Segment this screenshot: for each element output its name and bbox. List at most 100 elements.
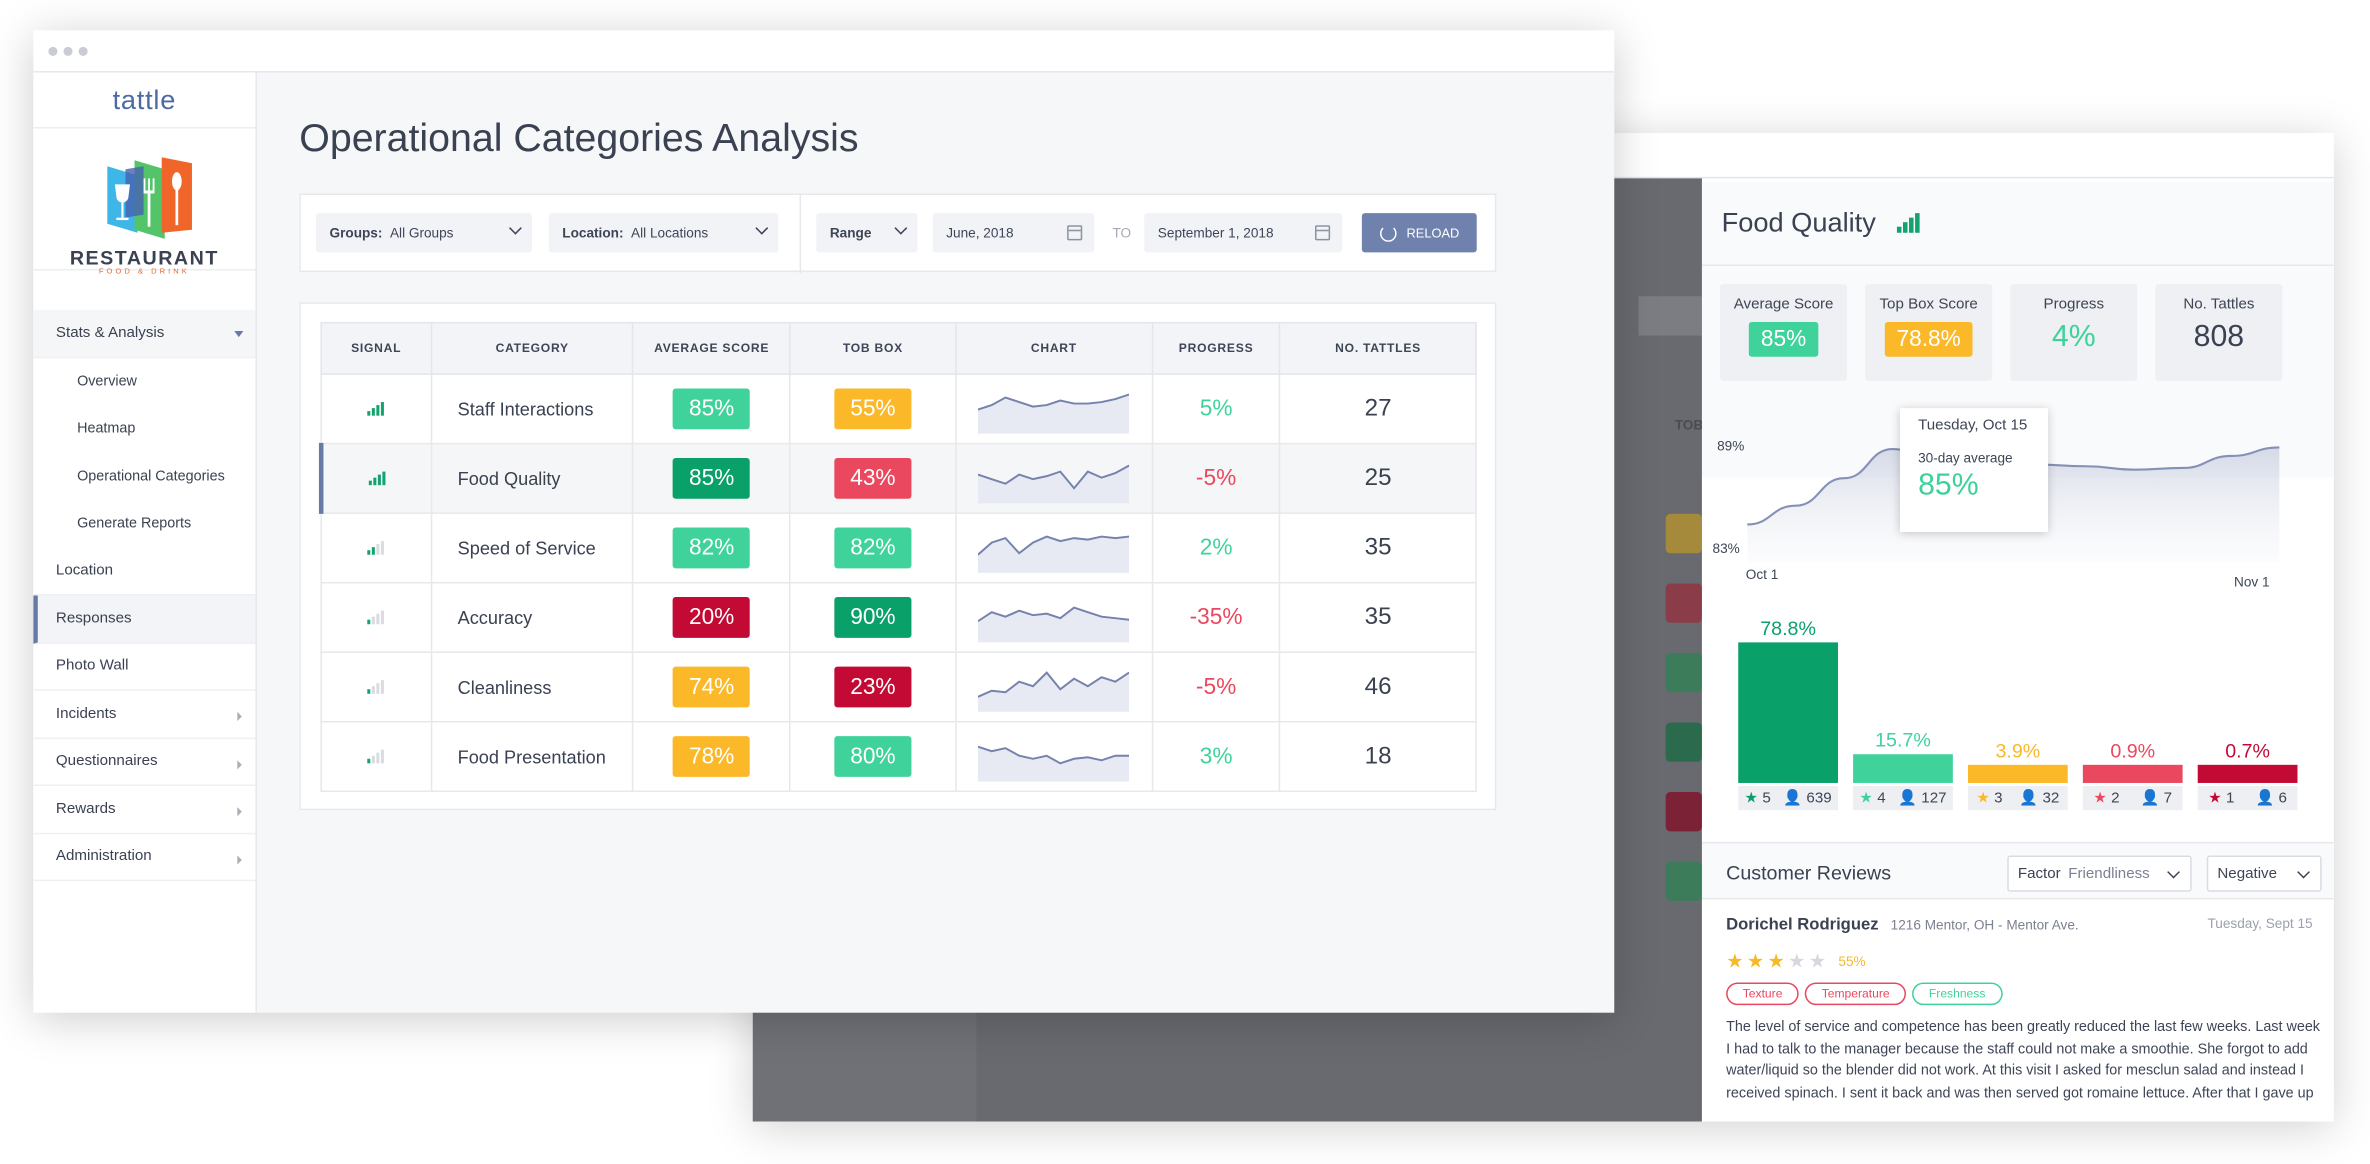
top-box-badge: 55% bbox=[834, 388, 912, 430]
sidebar-item-heatmap[interactable]: Heatmap bbox=[33, 405, 255, 453]
star-icon: ★ bbox=[1746, 949, 1765, 972]
signal-strength-icon bbox=[367, 678, 385, 694]
signal-bar bbox=[1903, 222, 1908, 233]
sparkline-chart bbox=[978, 670, 1130, 712]
brand-logo[interactable]: tattle bbox=[33, 73, 256, 129]
to-date-input[interactable]: September 1, 2018 bbox=[1144, 213, 1343, 253]
user-count: 👤 6 bbox=[2255, 790, 2286, 807]
category-name: Staff Interactions bbox=[457, 398, 594, 420]
factor-select[interactable]: Factor Friendliness bbox=[2007, 855, 2192, 892]
caret-right-icon bbox=[237, 759, 242, 769]
dimmed-score-chip bbox=[1665, 652, 1702, 693]
sidebar-item-generate-reports[interactable]: Generate Reports bbox=[33, 500, 255, 548]
rating-percent: 55% bbox=[1838, 953, 1866, 969]
column-header-tob-box[interactable]: TOB BOX bbox=[789, 321, 957, 375]
category-cell: Cleanliness bbox=[430, 651, 635, 723]
y-axis-min: 83% bbox=[1712, 541, 1740, 557]
sidebar-item-rewards[interactable]: Rewards bbox=[33, 786, 256, 834]
rating-bar[interactable] bbox=[2082, 764, 2183, 783]
average-score-cell: 82% bbox=[632, 512, 791, 584]
sidebar-item-overview[interactable]: Overview bbox=[33, 357, 255, 405]
rating-bar[interactable] bbox=[1738, 642, 1838, 783]
column-header-no-tattles[interactable]: NO. TATTLES bbox=[1279, 321, 1477, 375]
average-score-cell: 85% bbox=[632, 373, 791, 445]
main-content: Operational Categories Analysis Groups: A… bbox=[257, 73, 1614, 1013]
calendar-icon[interactable] bbox=[1067, 225, 1083, 241]
user-icon: 👤 bbox=[1783, 789, 1807, 807]
tag-freshness[interactable]: Freshness bbox=[1912, 982, 2003, 1006]
tag-texture[interactable]: Texture bbox=[1726, 982, 1800, 1006]
progress-cell: -5% bbox=[1151, 442, 1281, 514]
signal-bar bbox=[1897, 226, 1902, 233]
table-row[interactable]: Staff Interactions 85% 55% 5% 27 bbox=[320, 373, 1477, 445]
sidebar-item-label: Overview bbox=[77, 372, 137, 390]
signal-strength-icon bbox=[367, 400, 385, 415]
reload-button[interactable]: RELOAD bbox=[1361, 213, 1477, 253]
kpi-value: 4% bbox=[2051, 320, 2096, 354]
user-value: 7 bbox=[2163, 789, 2173, 807]
rating-bar[interactable] bbox=[1967, 764, 2068, 783]
tag-temperature[interactable]: Temperature bbox=[1805, 982, 1907, 1006]
signal-bar bbox=[381, 540, 385, 554]
location-select[interactable]: Location: All Locations bbox=[548, 213, 779, 253]
dimmed-score-chip bbox=[1665, 722, 1702, 762]
bar-percent-label: 78.8% bbox=[1760, 616, 1816, 640]
calendar-icon[interactable] bbox=[1315, 225, 1331, 241]
sidebar-item-location[interactable]: Location bbox=[33, 548, 256, 596]
signal-bar bbox=[372, 546, 376, 554]
table-row[interactable]: Food Quality 85% 43% -5% 25 bbox=[318, 442, 1477, 514]
table-row[interactable]: Food Presentation 78% 80% 3% 18 bbox=[320, 720, 1477, 793]
dimmed-score-chip bbox=[1665, 861, 1702, 901]
sidebar-nav: Stats & Analysis Overview Heatmap Operation… bbox=[33, 309, 256, 882]
sparkline-area bbox=[978, 464, 1130, 503]
sidebar-item-responses[interactable]: Responses bbox=[33, 595, 256, 644]
sparkline-area bbox=[978, 671, 1130, 712]
sidebar-item-questionnaires[interactable]: Questionnaires bbox=[33, 738, 256, 786]
signal-bar bbox=[367, 688, 371, 694]
table-row[interactable]: Speed of Service 82% 82% 2% 35 bbox=[320, 512, 1477, 584]
column-header-signal[interactable]: SIGNAL bbox=[320, 321, 432, 375]
signal-strength-icon bbox=[367, 608, 385, 624]
window-maximize-dot[interactable] bbox=[78, 46, 88, 56]
column-header-chart[interactable]: CHART bbox=[955, 321, 1153, 375]
categories-table: SIGNAL CATEGORY AVERAGE SCORE TOB BOX CHART P… bbox=[318, 321, 1477, 793]
signal-bar bbox=[373, 476, 377, 485]
rating-bar[interactable] bbox=[1853, 754, 1953, 783]
bar-percent-label: 0.9% bbox=[2110, 739, 2156, 762]
category-name: Speed of Service bbox=[457, 537, 596, 559]
window-minimize-dot[interactable] bbox=[63, 46, 73, 56]
column-header-category[interactable]: CATEGORY bbox=[430, 321, 635, 375]
sidebar-item-incidents[interactable]: Incidents bbox=[33, 691, 256, 739]
sidebar-item-administration[interactable]: Administration bbox=[33, 834, 256, 882]
chevron-down-icon bbox=[2297, 865, 2310, 879]
column-header-progress[interactable]: PROGRESS bbox=[1151, 321, 1281, 375]
signal-cell bbox=[318, 442, 432, 514]
average-score-cell: 20% bbox=[632, 581, 791, 653]
from-date-input[interactable]: June, 2018 bbox=[932, 213, 1095, 253]
sparkline-line bbox=[978, 463, 1130, 490]
table-row[interactable]: Accuracy 20% 90% -35% 35 bbox=[320, 581, 1477, 653]
signal-strength-icon bbox=[368, 469, 386, 485]
kpi-value: 808 bbox=[2193, 320, 2245, 354]
sidebar-item-label: Questionnaires bbox=[55, 753, 158, 770]
top-box-badge: 80% bbox=[834, 736, 912, 777]
signal-bar bbox=[367, 410, 371, 415]
filter-bar: Groups: All Groups Location: All Locations… bbox=[299, 193, 1497, 274]
sparkline-chart bbox=[978, 744, 1130, 781]
window-close-dot[interactable] bbox=[48, 46, 58, 56]
kpi-value: 78.8% bbox=[1884, 321, 1973, 357]
sidebar-item-photo-wall[interactable]: Photo Wall bbox=[33, 643, 256, 691]
sidebar-item-operational-categories[interactable]: Operational Categories bbox=[33, 453, 255, 501]
table-row[interactable]: Cleanliness 74% 23% -5% 46 bbox=[320, 651, 1477, 723]
sidebar-item-stats-analysis[interactable]: Stats & Analysis bbox=[33, 309, 256, 358]
restaurant-logo-icon bbox=[107, 157, 192, 239]
groups-select[interactable]: Groups: All Groups bbox=[315, 213, 533, 253]
caret-down-icon bbox=[234, 331, 244, 338]
signal-bar bbox=[367, 549, 371, 554]
signal-bar bbox=[367, 758, 371, 763]
sentiment-select[interactable]: Negative bbox=[2206, 855, 2322, 892]
rating-bar[interactable] bbox=[2197, 764, 2298, 783]
range-select[interactable]: Range bbox=[816, 213, 918, 253]
groups-label: Groups: bbox=[329, 225, 383, 241]
column-header-average-score[interactable]: AVERAGE SCORE bbox=[632, 321, 791, 375]
